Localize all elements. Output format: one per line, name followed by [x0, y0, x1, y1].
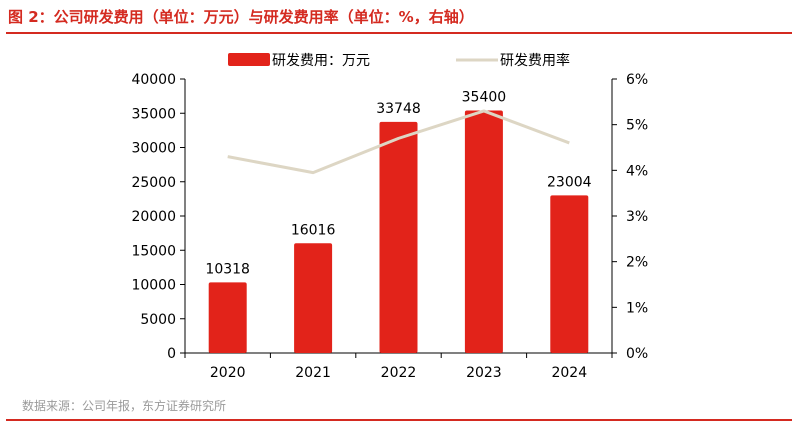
bottom-rule	[6, 419, 792, 421]
bar	[550, 195, 589, 353]
x-tick-label: 2022	[381, 365, 417, 381]
y2-tick-label: 1%	[626, 300, 648, 316]
y-tick-label: 0	[167, 346, 176, 362]
x-tick-label: 2020	[210, 365, 246, 381]
y2-tick-label: 4%	[626, 163, 648, 179]
bar-value-label: 23004	[547, 174, 592, 190]
data-labels: 10318 16016 33748 35400 23004	[205, 90, 591, 278]
line-series	[227, 109, 570, 175]
y-tick-label: 15000	[131, 243, 176, 259]
y-tick-label: 30000	[131, 141, 176, 157]
title-rule	[6, 32, 792, 34]
bar	[208, 282, 247, 353]
y-tick-label: 25000	[131, 175, 176, 191]
y2-tick-label: 0%	[626, 346, 648, 362]
bar-value-label: 35400	[462, 90, 507, 106]
bar-series	[208, 110, 589, 353]
bar-value-label: 16016	[291, 222, 336, 238]
data-source: 数据来源：公司年报，东方证券研究所	[22, 399, 227, 413]
y-tick-label: 40000	[131, 72, 176, 88]
bar	[294, 243, 333, 353]
y-tick-label: 20000	[131, 209, 176, 225]
y2-tick-label: 2%	[626, 255, 648, 271]
legend-bar-swatch	[228, 53, 270, 66]
x-tick-label: 2023	[466, 365, 502, 381]
y-tick-label: 35000	[131, 106, 176, 122]
y2-tick-label: 3%	[626, 209, 648, 225]
bar-value-label: 10318	[205, 261, 250, 277]
legend-line-label: 研发费用率	[500, 52, 570, 69]
x-tick-label: 2021	[295, 365, 331, 381]
chart-title: 图 2：公司研发费用（单位：万元）与研发费用率（单位：%，右轴）	[8, 8, 474, 26]
y-tick-label: 10000	[131, 278, 176, 294]
chart-axes: 0 5000 10000 15000 20000 25000 30000 35000 40000…	[131, 72, 648, 381]
legend-bar-label: 研发费用：万元	[272, 53, 370, 69]
legend: 研发费用：万元 研发费用率	[228, 52, 570, 69]
x-tick-label: 2024	[551, 365, 587, 381]
y-tick-label: 5000	[140, 312, 176, 328]
bar-value-label: 33748	[376, 101, 421, 117]
y2-tick-label: 6%	[626, 72, 648, 88]
bar	[379, 121, 418, 353]
y2-tick-label: 5%	[626, 118, 648, 134]
bar	[464, 110, 503, 353]
